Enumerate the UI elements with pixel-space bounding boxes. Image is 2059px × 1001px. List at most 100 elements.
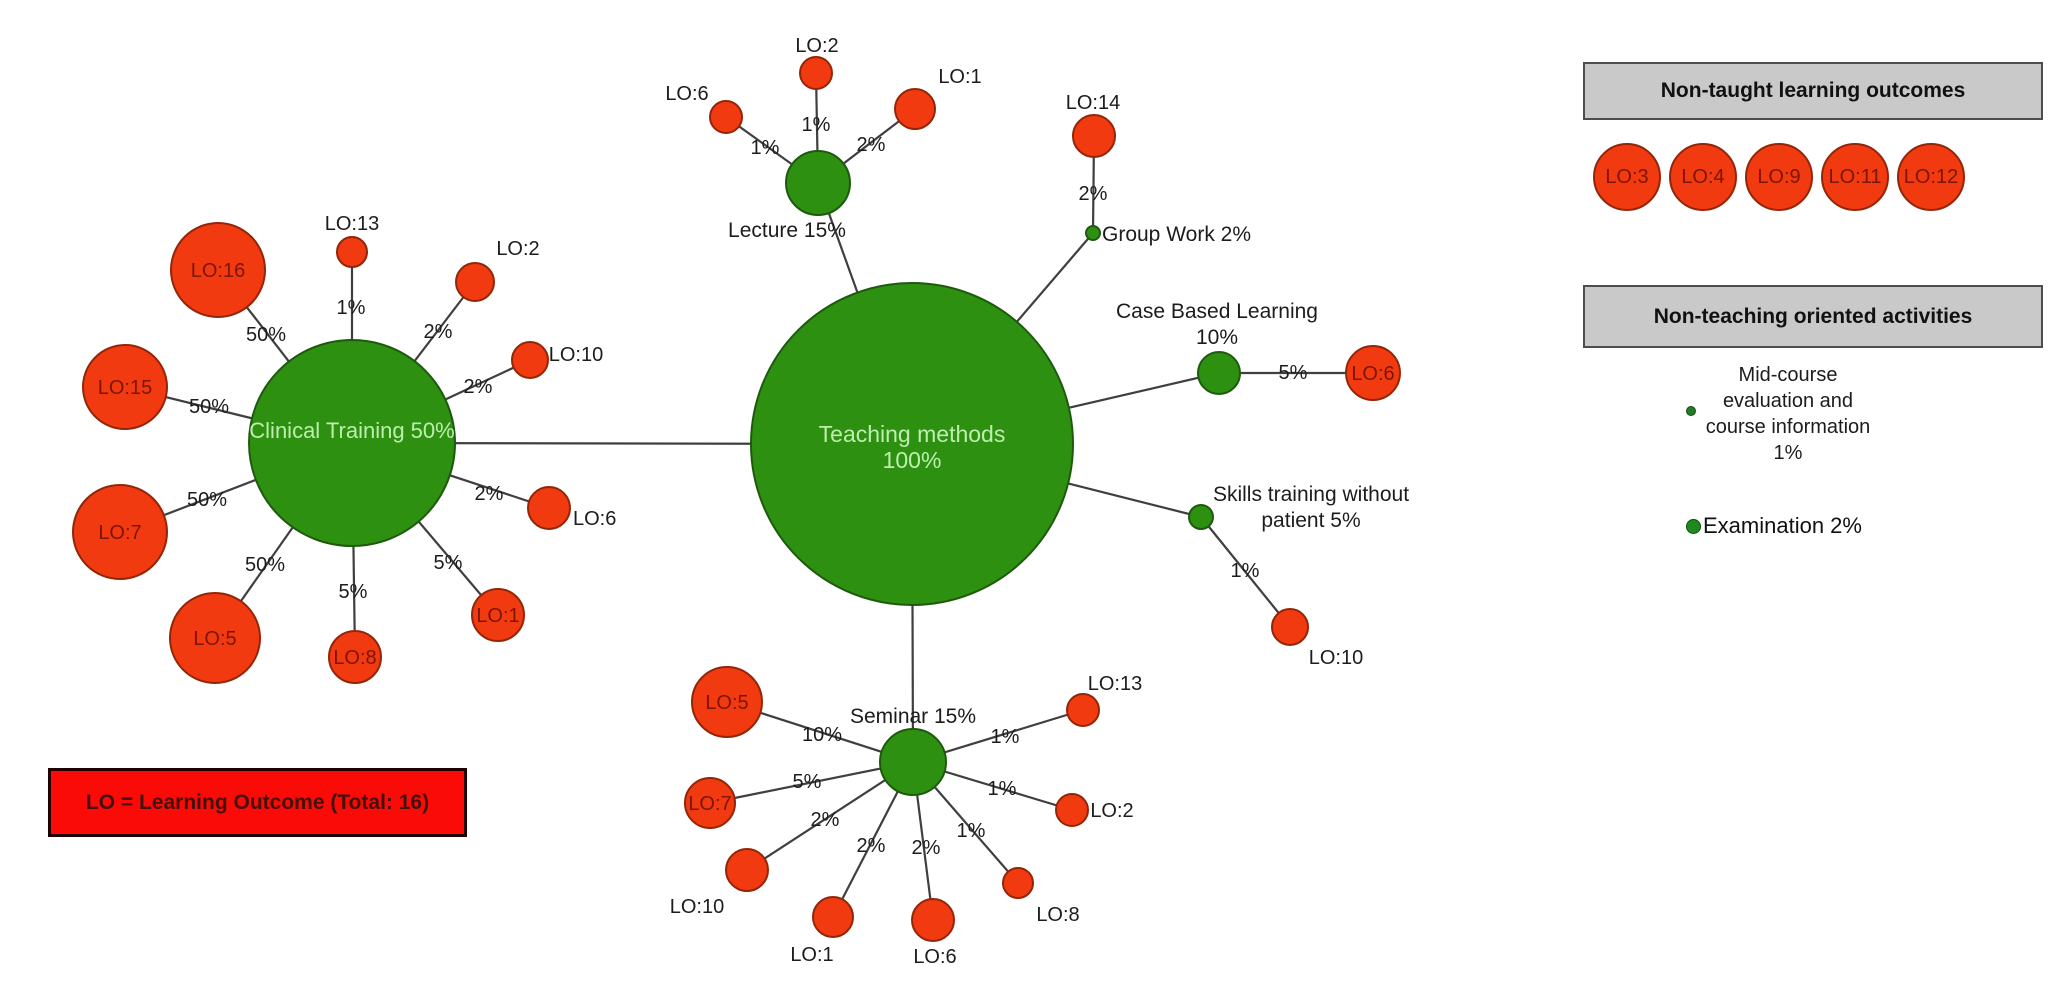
node-skills [1188,504,1214,530]
node-label-s_lo5: LO:5 [705,692,748,714]
node-casebased [1197,351,1241,395]
node-label-c_lo16: LO:16 [191,260,245,282]
edge-label-clinical-c_lo13: 1% [337,297,366,319]
edge-label-clinical-c_lo6: 2% [475,483,504,505]
lo-legend: LO = Learning Outcome (Total: 16) [48,768,467,837]
node-l_lo6 [709,100,743,134]
node-c_lo8 [328,630,382,684]
edge-label-clinical-c_lo10: 2% [464,376,493,398]
edge-skills-sk_lo10 [1200,516,1291,628]
mid-course-line: 1% [1773,442,1803,464]
node-c_lo15 [82,344,168,430]
node-sk_lo10 [1271,608,1309,646]
node-label-c_lo1: LO:1 [476,605,519,627]
label-l-lo1: LO:1 [938,66,981,88]
node-l_lo2 [799,56,833,90]
node-label-s_lo7: LO:7 [688,793,731,815]
edge-label-seminar-s_lo2: 1% [988,778,1017,800]
node-label-c_lo5: LO:5 [193,628,236,650]
skills-label-2: patient 5% [1261,509,1360,532]
lo-chip: LO:12 [1897,143,1965,211]
non-teaching-box: Non-teaching oriented activities [1583,285,2043,348]
non-taught-title: Non-taught learning outcomes [1660,79,1966,102]
mid-course-line: course information [1705,416,1871,438]
lo-chip-label: LO:11 [1828,165,1882,188]
lo-legend-text: LO = Learning Outcome (Total: 16) [85,790,430,814]
label-c-lo2: LO:2 [496,238,539,260]
edge-label-clinical-c_lo7: 50% [187,489,227,511]
node-s_lo8 [1002,867,1034,899]
edge-label-seminar-s_lo6: 2% [912,837,941,859]
edge-label-groupwork-g_lo14: 2% [1079,183,1108,205]
lo-chip: LO:3 [1593,143,1661,211]
node-s_lo2 [1055,793,1089,827]
node-c_lo2 [455,262,495,302]
label-s-lo1: LO:1 [790,944,833,966]
edge-label-skills-sk_lo10: 1% [1231,560,1260,582]
edge-label-clinical-c_lo16: 50% [246,324,286,346]
label-s-lo10: LO:10 [670,896,724,918]
edge-label-seminar-s_lo13: 1% [991,726,1020,748]
label-c-lo6: LO:6 [573,508,616,530]
edge-label-seminar-s_lo5: 10% [802,724,842,746]
node-lecture [785,150,851,216]
edge-label-clinical-c_lo2: 2% [424,321,453,343]
label-s-lo13: LO:13 [1088,673,1142,695]
edge-label-clinical-c_lo8: 5% [339,581,368,603]
node-s_lo5 [691,666,763,738]
edge-label-clinical-c_lo1: 5% [434,552,463,574]
node-c_lo5 [169,592,261,684]
non-taught-box: Non-taught learning outcomes [1583,62,2043,120]
label-s-lo2: LO:2 [1090,800,1133,822]
skills-label-1: Skills training without [1213,483,1409,506]
casebased-label-2: 10% [1196,326,1238,349]
node-seminar [879,728,947,796]
edge-label-seminar-s_lo7: 5% [793,771,822,793]
node-groupwork [1085,225,1101,241]
seminar-label: Seminar 15% [850,705,976,728]
edge-label-seminar-s_lo1: 2% [857,835,886,857]
edge-label-lecture-l_lo1: 2% [857,134,886,156]
node-s_lo6 [911,898,955,942]
node-label-cb_lo6: LO:6 [1351,363,1394,385]
lo-chip: LO:4 [1669,143,1737,211]
groupwork-label: Group Work 2% [1102,223,1251,246]
mid-course-line: evaluation and [1722,390,1854,412]
node-label-c_lo15: LO:15 [98,377,152,399]
non-taught-circles: LO:3 LO:4 LO:9 LO:11 LO:12 [1593,143,1965,211]
edge-label-seminar-s_lo10: 2% [811,809,840,831]
node-cb_lo6 [1345,345,1401,401]
lo-chip-label: LO:4 [1681,165,1725,188]
label-l-lo6: LO:6 [665,83,708,105]
edge-label-seminar-s_lo8: 1% [957,820,986,842]
node-c_lo1 [471,588,525,642]
label-s-lo6: LO:6 [913,946,956,968]
label-g-lo14: LO:14 [1066,92,1120,114]
edge-label-clinical-c_lo15: 50% [189,396,229,418]
examination-dot [1686,518,1701,534]
edge-label-lecture-l_lo6: 1% [751,137,780,159]
label-l-lo2: LO:2 [795,35,838,57]
node-label-teaching: Teaching methods 100% [819,421,1006,473]
node-l_lo1 [894,88,936,130]
lo-chip-label: LO:9 [1757,165,1801,188]
mid-course-item: Mid-course evaluation and course informa… [1668,362,1908,466]
non-teaching-title: Non-teaching oriented activities [1653,304,1973,328]
node-c_lo13 [336,236,368,268]
edge-label-casebased-cb_lo6: 5% [1279,362,1308,384]
node-c_lo7 [72,484,168,580]
label-s-lo8: LO:8 [1036,904,1079,926]
casebased-label-1: Case Based Learning [1116,300,1318,323]
node-s_lo7 [684,777,736,829]
node-label-c_lo7: LO:7 [98,522,141,544]
node-s_lo1 [812,896,854,938]
node-teaching [750,282,1074,606]
edge-seminar-s_lo7 [709,760,914,805]
lo-chip: LO:9 [1745,143,1813,211]
mid-course-line: Mid-course [1738,364,1838,386]
lo-chip-label: LO:3 [1605,165,1649,188]
examination-item: Examination 2% [1686,513,1862,539]
label-sk-lo10: LO:10 [1309,647,1363,669]
